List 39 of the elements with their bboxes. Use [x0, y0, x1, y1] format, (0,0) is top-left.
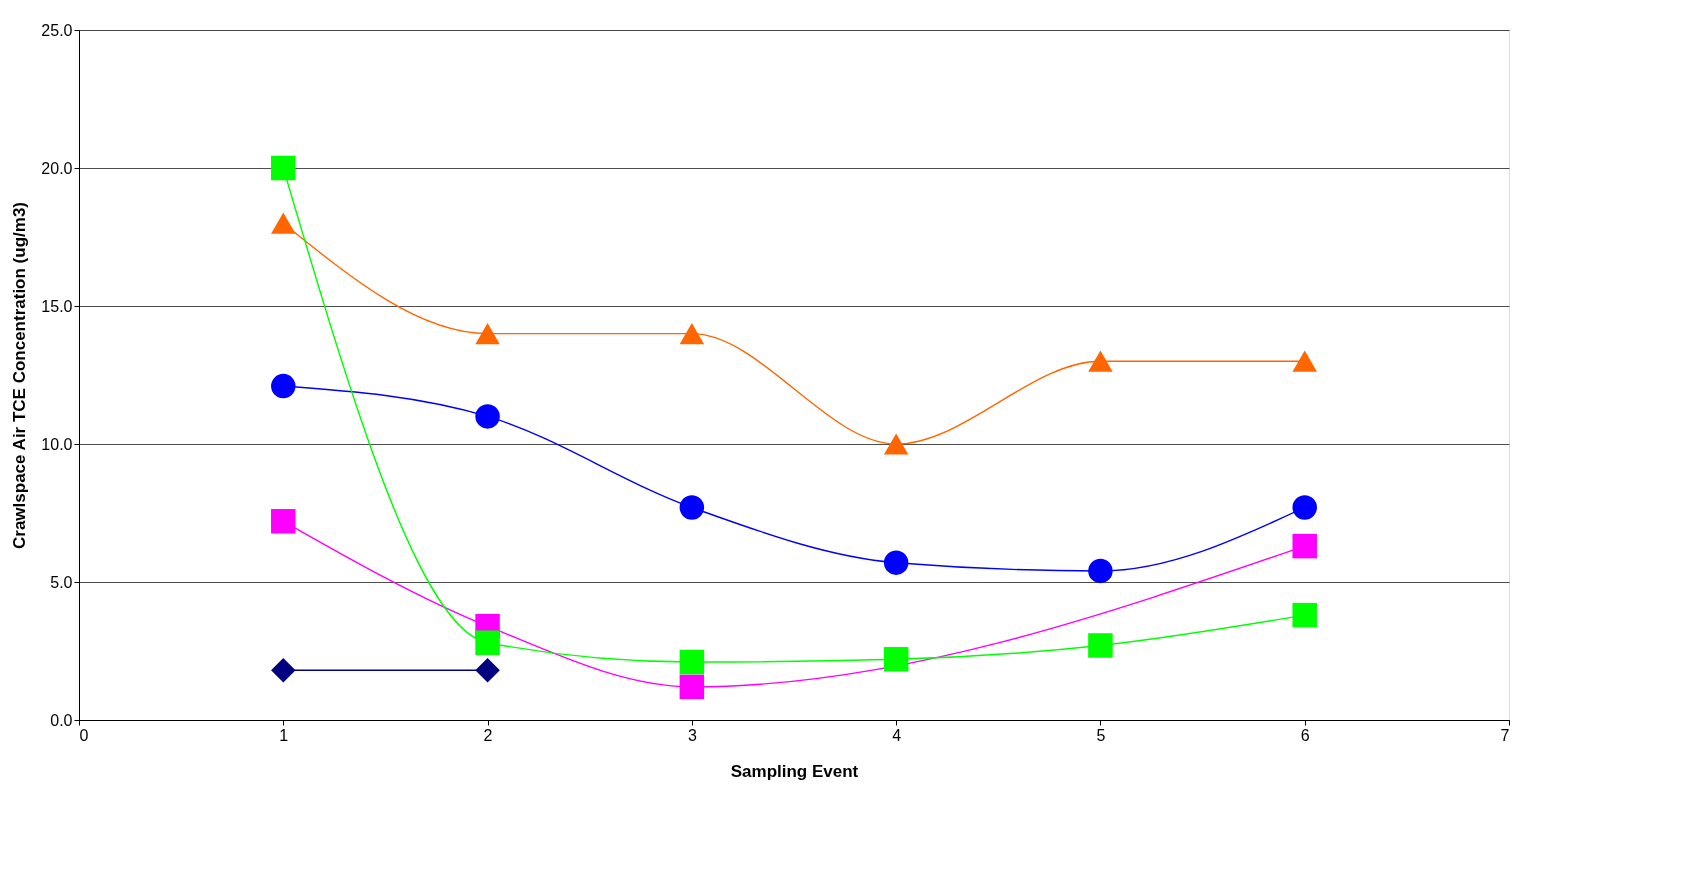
point [1292, 350, 1317, 372]
point [883, 550, 909, 575]
y-tick-label: 0.0 [50, 711, 73, 729]
x-tick-label: 6 [1300, 726, 1310, 744]
y-tick-label: 25.0 [41, 21, 73, 39]
x-tick-label: 7 [1500, 726, 1510, 744]
point [1292, 602, 1317, 628]
x-tick-label: 0 [79, 726, 89, 744]
point [475, 322, 500, 345]
x-tick-label: 1 [279, 726, 289, 744]
y-tick-label: 20.0 [41, 159, 73, 177]
point [475, 630, 500, 655]
y-tick-label: 15.0 [41, 297, 73, 315]
x-tick-label: 2 [483, 726, 493, 744]
point [271, 658, 296, 683]
point [271, 373, 296, 399]
x-tick-label: 3 [687, 726, 697, 744]
point [1088, 633, 1113, 658]
x-tick-label: 5 [1096, 726, 1106, 744]
point [271, 509, 296, 534]
point [475, 658, 500, 683]
y-axis-title: Crawlspace Air TCE Concentration (ug/m3) [10, 202, 30, 549]
point [883, 647, 909, 672]
point [1088, 350, 1113, 372]
x-axis-title: Sampling Event [730, 761, 859, 781]
point [271, 155, 296, 181]
x-tick-label: 4 [892, 726, 902, 744]
point [1088, 558, 1113, 584]
point [1292, 533, 1317, 559]
point [679, 495, 705, 520]
point [271, 212, 296, 234]
point [883, 433, 909, 455]
point [679, 649, 705, 675]
point [1292, 495, 1317, 520]
y-tick-label: 5.0 [50, 573, 73, 591]
y-tick-label: 10.0 [41, 435, 73, 453]
point [679, 674, 705, 700]
point [679, 322, 705, 345]
point [475, 404, 500, 429]
